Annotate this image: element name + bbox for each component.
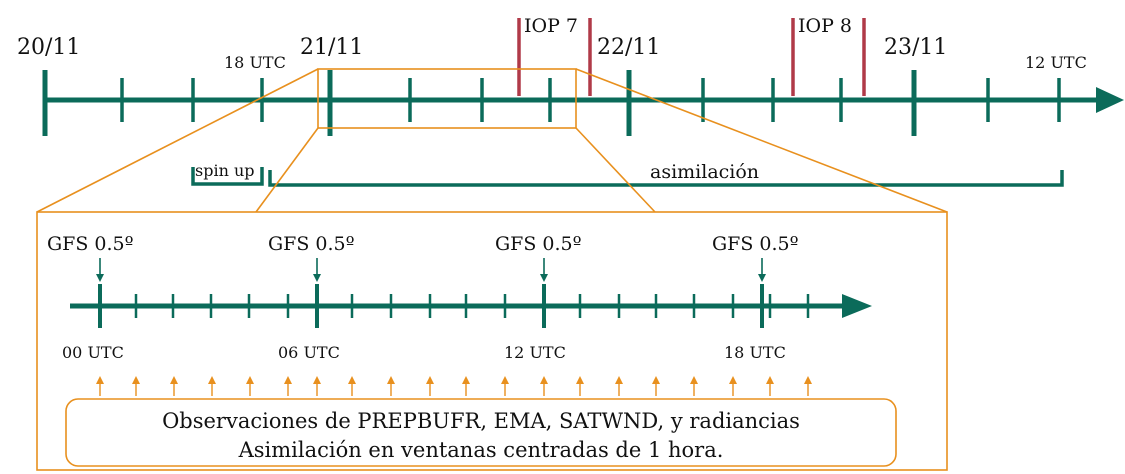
zoom-line-left-inner — [255, 127, 319, 213]
zoom-highlight-box — [317, 68, 577, 129]
zoom-line-left-outer — [36, 68, 319, 213]
gfs-label-06: GFS 0.5º — [268, 233, 355, 255]
detail-minor-ticks — [134, 294, 810, 318]
gfs-label-12: GFS 0.5º — [495, 233, 582, 255]
gfs-arrows — [96, 258, 766, 282]
date-label-20-11: 20/11 — [17, 35, 80, 60]
gfs-label-18: GFS 0.5º — [712, 233, 799, 255]
assimilation-bracket — [268, 170, 1064, 187]
zoom-line-right-inner — [575, 127, 656, 213]
top-axis-arrowhead — [1096, 87, 1124, 113]
utc-label-18: 18 UTC — [224, 53, 286, 72]
spin-up-label: spin up — [195, 161, 255, 180]
utc-label-18-detail: 18 UTC — [724, 343, 786, 362]
spin-up-bracket — [191, 167, 264, 186]
zoom-line-right-outer — [575, 68, 948, 213]
detail-panel — [36, 211, 948, 471]
observations-frame — [65, 398, 897, 467]
minor-ticks — [120, 78, 1061, 122]
phase-brackets: spin up asimilación — [191, 161, 1064, 187]
observations-line2: Asimilación en ventanas centradas de 1 h… — [238, 438, 724, 462]
observations-line1: Observaciones de PREPBUFR, EMA, SATWND, … — [162, 409, 800, 433]
detail-timeline: GFS 0.5º GFS 0.5º GFS 0.5º GFS 0.5º 00 U… — [47, 233, 872, 362]
observations-box: Observaciones de PREPBUFR, EMA, SATWND, … — [65, 398, 897, 467]
utc-label-12: 12 UTC — [1025, 53, 1087, 72]
utc-label-12-detail: 12 UTC — [504, 343, 566, 362]
utc-label-00: 00 UTC — [62, 343, 124, 362]
utc-label-06: 06 UTC — [278, 343, 340, 362]
iop8-label: IOP 8 — [798, 15, 852, 37]
gfs-label-00: GFS 0.5º — [47, 233, 134, 255]
assimilation-label: asimilación — [650, 161, 759, 183]
date-label-23-11: 23/11 — [884, 35, 947, 60]
iop7-label: IOP 7 — [524, 15, 578, 37]
observation-arrows — [96, 376, 812, 396]
date-label-21-11: 21/11 — [300, 35, 363, 60]
top-timeline: 20/11 21/11 22/11 23/11 18 UTC 12 UTC IO… — [17, 15, 1124, 136]
zoom-projection — [36, 68, 948, 471]
date-label-22-11: 22/11 — [597, 35, 660, 60]
detail-axis-arrowhead — [842, 294, 872, 318]
